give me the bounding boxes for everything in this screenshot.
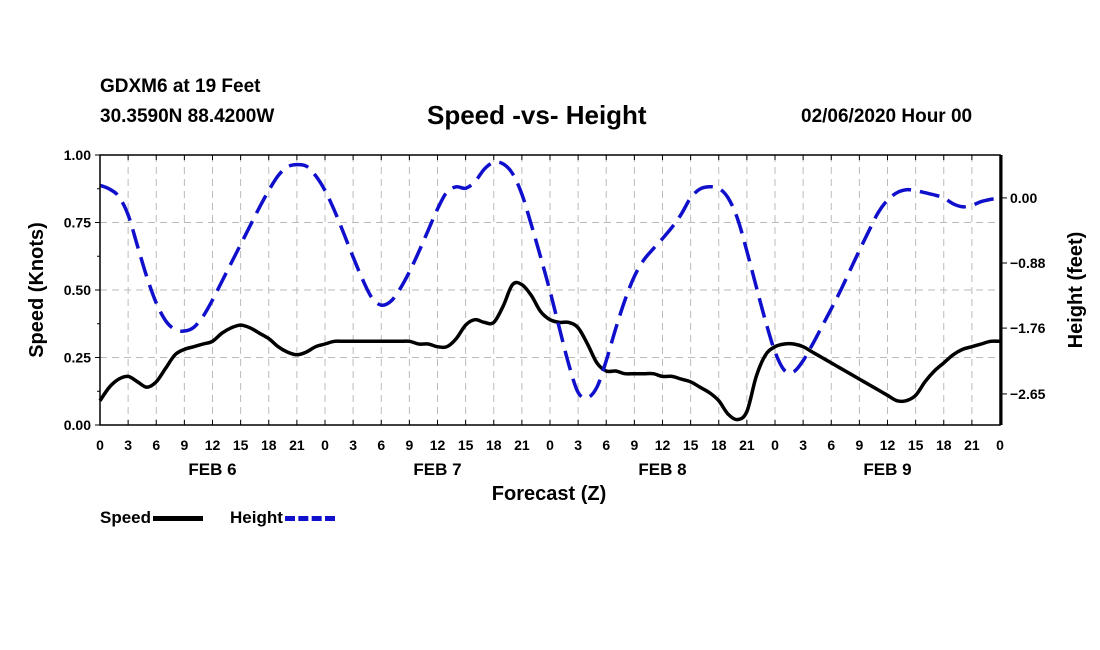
x-tick-label: 15 (458, 437, 474, 453)
x-axis-title: Forecast (Z) (492, 483, 606, 505)
x-tick-label: 21 (964, 437, 980, 453)
x-tick-label: 21 (739, 437, 755, 453)
x-tick-label: 15 (683, 437, 699, 453)
x-tick-label: 12 (655, 437, 671, 453)
y-tick-label-right: −2.65 (1010, 386, 1046, 402)
x-tick-label: 21 (514, 437, 530, 453)
legend-height-label: Height (230, 508, 283, 527)
legend-speed-swatch (153, 516, 204, 522)
grid (100, 155, 1000, 425)
x-tick-label: 0 (996, 437, 1004, 453)
forecast-datetime: 02/06/2020 Hour 00 (801, 106, 973, 127)
x-tick-label: 18 (261, 437, 277, 453)
x-tick-label: 18 (711, 437, 727, 453)
y-tick-label-left: 0.00 (64, 417, 91, 433)
x-tick-label: 0 (321, 437, 329, 453)
x-tick-label: 18 (486, 437, 502, 453)
y-tick-label-right: −1.76 (1010, 320, 1046, 336)
legend-height: Height (230, 508, 335, 528)
x-tick-label: 15 (908, 437, 924, 453)
x-tick-label: 6 (602, 437, 610, 453)
y-tick-label-right: −0.88 (1010, 255, 1046, 271)
x-tick-label: 0 (546, 437, 554, 453)
x-tick-label: 21 (289, 437, 305, 453)
x-tick-label: 3 (124, 437, 132, 453)
x-tick-label: 0 (771, 437, 779, 453)
left-axis-title: Speed (Knots) (26, 222, 48, 358)
station-label: GDXM6 at 19 Feet (100, 76, 261, 97)
x-tick-label: 9 (630, 437, 638, 453)
day-label: FEB 8 (638, 460, 686, 479)
speed-line (98, 280, 1001, 422)
x-tick-label: 3 (799, 437, 807, 453)
x-tick-label: 0 (96, 437, 104, 453)
x-tick-label: 18 (936, 437, 952, 453)
x-tick-label: 3 (349, 437, 357, 453)
x-tick-label: 9 (180, 437, 188, 453)
legend-speed: Speed (100, 508, 204, 528)
legend-height-swatch (284, 516, 335, 522)
chart-title: Speed -vs- Height (427, 100, 647, 130)
x-tick-label: 12 (205, 437, 221, 453)
x-tick-label: 9 (405, 437, 413, 453)
x-tick-label: 9 (855, 437, 863, 453)
day-label: FEB 7 (413, 460, 461, 479)
x-tick-label: 12 (430, 437, 446, 453)
day-label: FEB 6 (188, 460, 236, 479)
x-tick-label: 6 (377, 437, 385, 453)
y-tick-label-right: 0.00 (1010, 190, 1037, 206)
y-tick-label-left: 1.00 (64, 147, 91, 163)
coordinates-label: 30.3590N 88.4200W (100, 106, 275, 127)
x-tick-label: 12 (880, 437, 896, 453)
day-label: FEB 9 (863, 460, 911, 479)
y-tick-label-left: 0.25 (64, 350, 91, 366)
y-tick-label-left: 0.75 (64, 215, 91, 231)
x-tick-label: 6 (152, 437, 160, 453)
series-layer (98, 160, 1001, 422)
x-tick-label: 15 (233, 437, 249, 453)
legend-speed-label: Speed (100, 508, 152, 527)
x-tick-label: 6 (827, 437, 835, 453)
axes: 0 3 6 9 12 15 18 21 0 3 6 9 12 15 18 21 0 3 6 9 12 15 18 21 0 3 6 9… (64, 147, 1046, 479)
height-line (99, 160, 1001, 400)
y-tick-label-left: 0.50 (64, 282, 91, 298)
x-tick-label: 3 (574, 437, 582, 453)
right-axis-title: Height (feet) (1065, 232, 1087, 349)
